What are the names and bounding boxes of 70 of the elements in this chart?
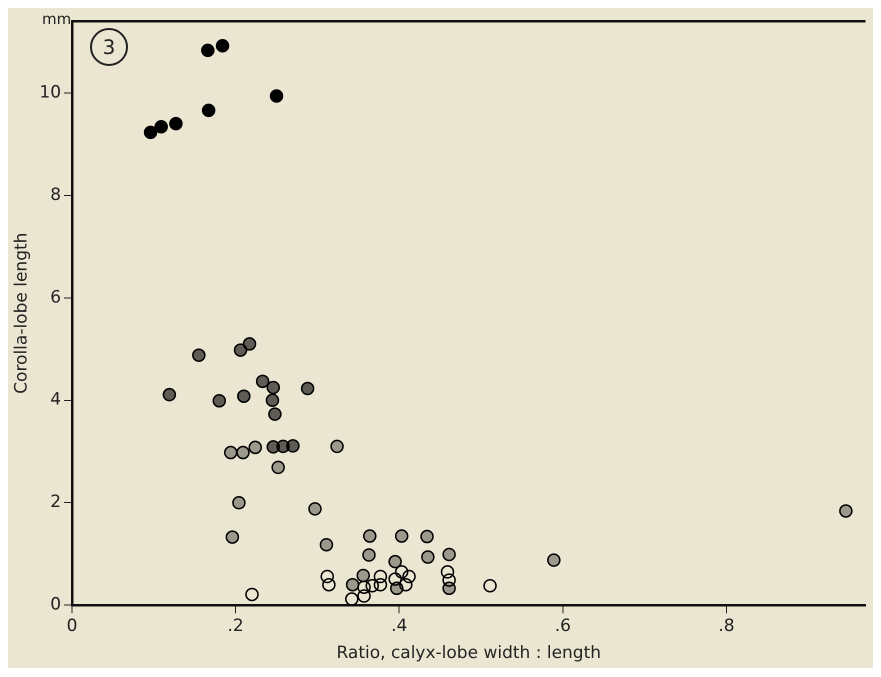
point (320, 570, 334, 584)
text: mm (42, 10, 72, 28)
point (202, 104, 216, 118)
point (234, 343, 248, 357)
point (144, 126, 158, 140)
point (394, 565, 408, 579)
point (345, 592, 359, 606)
point (374, 570, 388, 584)
point (440, 565, 454, 579)
point (169, 116, 183, 130)
point (320, 538, 334, 552)
y-tick-label: 10 (39, 82, 62, 102)
x-tick-label: .6 (554, 616, 571, 636)
x-tick-label: .2 (228, 616, 244, 636)
annotation: 3 (90, 28, 128, 66)
y-tick-label: 2 (50, 492, 62, 512)
x-tick-label: .8 (718, 616, 735, 636)
point (374, 578, 388, 592)
point (162, 388, 176, 402)
point (363, 529, 377, 543)
point (245, 588, 259, 602)
point (154, 120, 168, 134)
point (394, 529, 408, 543)
point (232, 496, 246, 510)
point (242, 337, 256, 351)
point (399, 578, 413, 592)
point (388, 572, 402, 586)
point (271, 460, 285, 474)
point (216, 39, 230, 53)
point (308, 502, 322, 516)
point (346, 578, 360, 592)
y-tick-label: 0 (50, 594, 62, 615)
point (268, 407, 282, 421)
point (357, 580, 371, 594)
point (212, 394, 226, 408)
point (270, 89, 284, 103)
y-axis-title: Corolla-lobe length (12, 232, 32, 394)
y-tick-label: 8 (50, 184, 62, 205)
point (286, 439, 300, 453)
point (442, 548, 456, 562)
point (547, 553, 561, 567)
point (322, 578, 336, 592)
point (442, 573, 456, 587)
point (266, 394, 280, 408)
point (421, 550, 435, 564)
point (365, 578, 379, 592)
point (402, 570, 416, 584)
point (224, 446, 238, 460)
point (388, 554, 402, 568)
y-tick-label: 6 (50, 287, 62, 308)
point (237, 389, 251, 403)
point (356, 568, 370, 582)
point (330, 440, 344, 454)
point (201, 44, 215, 58)
point (256, 374, 270, 388)
point (236, 446, 250, 460)
point (357, 589, 371, 603)
point (420, 530, 434, 544)
x-tick-label: 0 (66, 616, 78, 636)
point (483, 578, 497, 592)
point (266, 380, 280, 394)
point (839, 504, 853, 518)
point (226, 530, 240, 544)
point (248, 440, 262, 454)
x-axis-title: Ratio, calyx-lobe width : length (336, 643, 602, 664)
y-tick-label: 4 (50, 390, 62, 410)
point (192, 348, 206, 362)
point (300, 382, 314, 396)
point (362, 548, 376, 562)
x-tick-label: .4 (391, 616, 408, 636)
